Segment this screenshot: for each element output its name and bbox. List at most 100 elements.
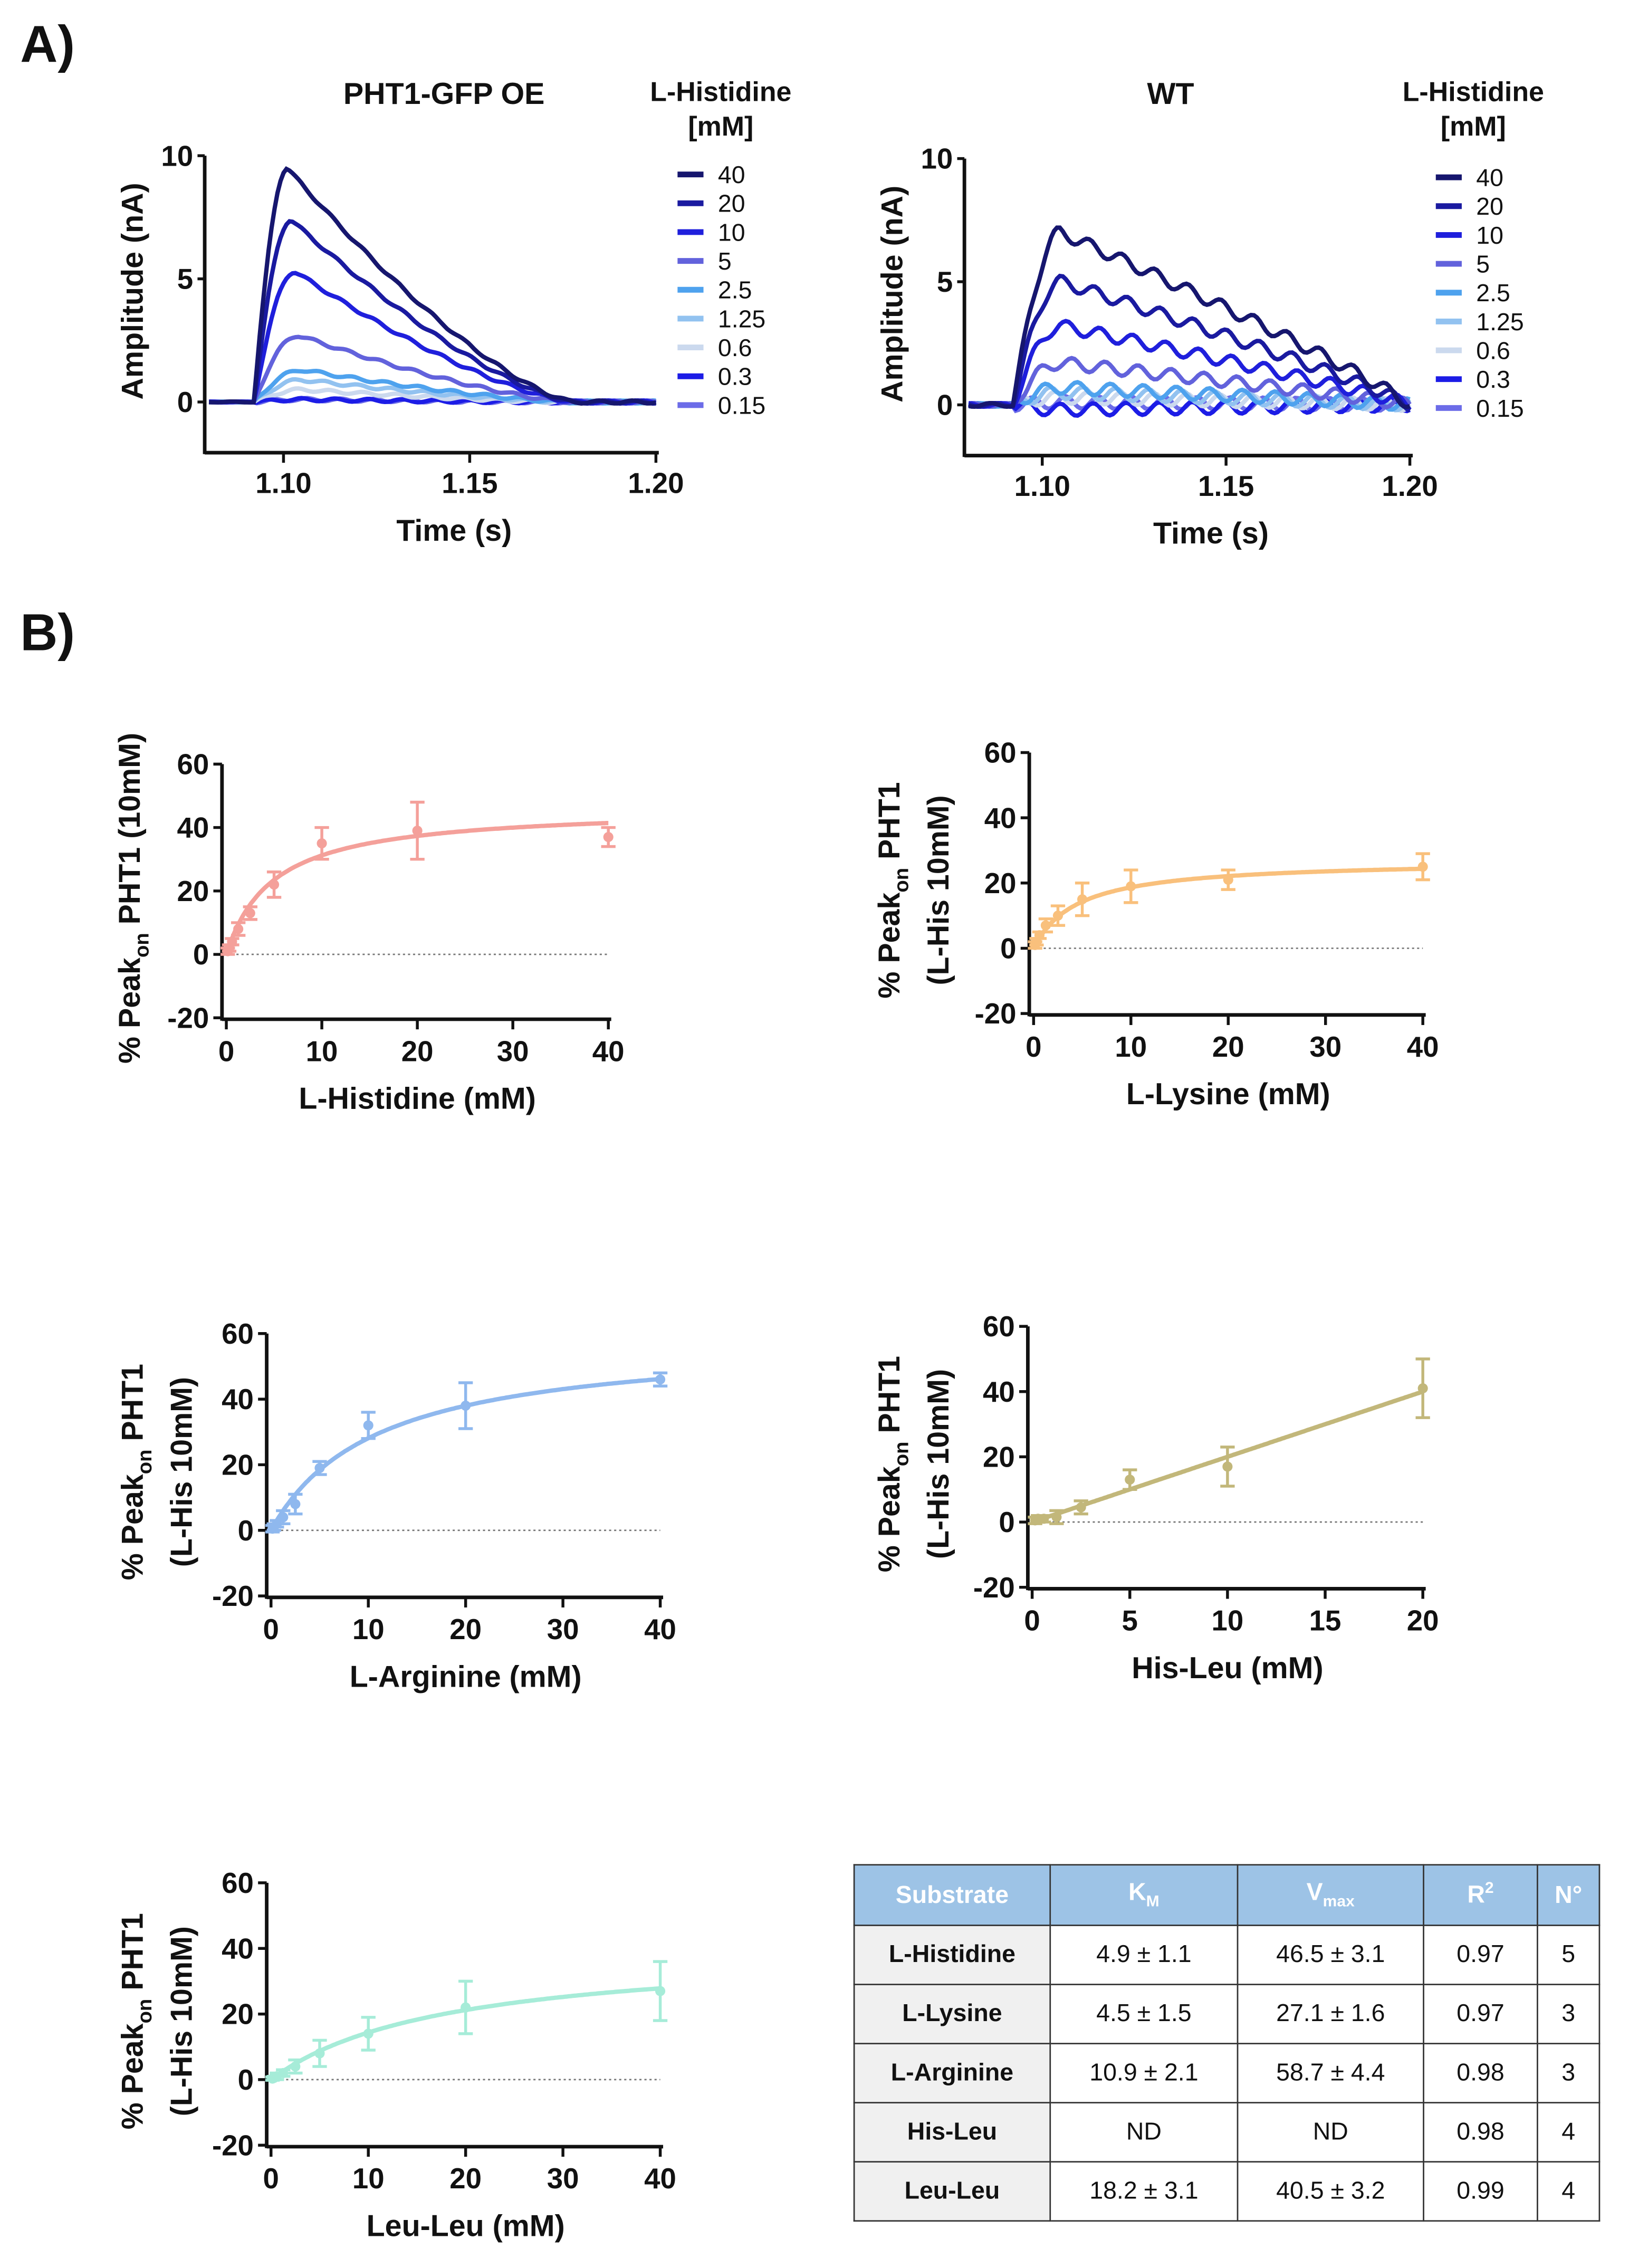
y-tick-label: 10 <box>161 140 193 172</box>
data-point <box>290 1499 301 1509</box>
data-point <box>412 826 423 836</box>
data-point <box>1222 1461 1233 1472</box>
cell-r2: 0.98 <box>1423 2102 1538 2163</box>
x-tick-label: 10 <box>1115 1031 1147 1063</box>
x-tick-label: 30 <box>547 1613 579 1645</box>
table-row: L-Arginine 10.9 ± 2.1 58.7 ± 4.4 0.98 3 <box>853 2043 1601 2104</box>
data-point <box>1051 1512 1062 1523</box>
y-axis-label-part: PHT1 <box>116 1913 150 1999</box>
x-tick-label: 1.20 <box>628 467 684 500</box>
data-point <box>1040 920 1051 931</box>
y-tick-label: 5 <box>937 266 953 298</box>
panel-label-b: B) <box>20 602 75 662</box>
data-point <box>317 838 327 849</box>
cell-vmax: 40.5 ± 3.2 <box>1237 2161 1424 2222</box>
data-point <box>278 2068 289 2079</box>
chart-4: -20 0 20 40 60 0 10 20 30 40 L-Arginine (mM) % Peak… <box>116 1318 676 1693</box>
x-tick-label: 10 <box>306 1035 338 1067</box>
x-tick-label: 20 <box>449 2162 482 2195</box>
data-point <box>461 1400 471 1411</box>
kinetics-table: Substrate KM Vmax R2 N° L-Histidine 4.9 ±… <box>853 1864 1601 2222</box>
header-km: KM <box>1049 1864 1239 1926</box>
legend-title: L-Histidine <box>650 76 791 107</box>
legend-label: 1.25 <box>718 305 765 332</box>
y-axis-label-subscript: on <box>890 868 913 893</box>
trace-10mM <box>968 319 1412 412</box>
data-point <box>1223 875 1233 885</box>
legend-label: 40 <box>1476 164 1503 192</box>
x-tick-label: 30 <box>1309 1031 1341 1063</box>
y-axis-label-part: (L-His 10mM) <box>165 1926 198 2116</box>
x-tick-label: 0 <box>1024 1605 1040 1637</box>
x-tick-label: 20 <box>1212 1031 1244 1063</box>
panel-label-a: A) <box>20 14 75 74</box>
chart-3: -20 0 20 40 60 0 10 20 30 40 L-Lysine (mM) % Peakon… <box>873 737 1439 1112</box>
y-axis-label-part: PHT1 <box>873 1356 906 1442</box>
legend-label: 1.25 <box>1476 308 1523 336</box>
legend-label: 0.3 <box>1476 366 1510 393</box>
data-point <box>290 2061 301 2072</box>
x-tick-label: 30 <box>497 1035 529 1067</box>
chart-2: -20 0 20 40 60 0 10 20 30 40 L-Histidine (mM) % Pea… <box>113 733 625 1116</box>
y-tick-label: 0 <box>937 389 953 422</box>
x-tick-label: 20 <box>449 1613 482 1645</box>
x-tick-label: 20 <box>401 1035 434 1067</box>
data-point <box>233 924 244 934</box>
x-tick-label: 5 <box>1122 1605 1138 1637</box>
cell-r2: 0.97 <box>1423 1925 1538 1985</box>
y-axis-label-subscript: on <box>890 1442 913 1467</box>
y-tick-label: 0 <box>238 1515 254 1547</box>
y-tick-label: 60 <box>983 1310 1015 1343</box>
y-tick-label: 0 <box>1000 933 1016 965</box>
data-point <box>1052 911 1063 921</box>
cell-r2: 0.99 <box>1423 2161 1538 2222</box>
y-axis-label: (L-His 10mM) <box>922 1369 955 1559</box>
data-point <box>245 908 255 918</box>
data-point <box>603 832 614 843</box>
x-axis-label: Time (s) <box>1153 516 1269 550</box>
chart-5: -20 0 20 40 60 0 5 10 15 20 His-Leu (mM) % Peakon P… <box>873 1310 1439 1685</box>
y-tick-label: 20 <box>984 867 1017 899</box>
data-point <box>278 1512 289 1523</box>
y-tick-label: 40 <box>983 1376 1015 1408</box>
data-point <box>461 2002 471 2013</box>
data-point <box>655 1374 666 1385</box>
y-axis-label-part: PHT1 <box>873 782 906 868</box>
legend-label: 0.6 <box>718 334 752 361</box>
x-axis-label: Leu-Leu (mM) <box>367 2209 565 2243</box>
cell-vmax: 27.1 ± 1.6 <box>1237 1984 1424 2044</box>
x-tick-label: 1.10 <box>1014 470 1070 502</box>
cell-vmax: ND <box>1237 2102 1424 2163</box>
y-axis-label: % Peakon PHT1 <box>873 1356 913 1572</box>
x-axis-label: Time (s) <box>396 514 512 548</box>
y-tick-label: 40 <box>984 802 1017 834</box>
x-tick-label: 30 <box>547 2162 579 2195</box>
data-point <box>314 2048 325 2059</box>
cell-n: 4 <box>1537 2102 1601 2163</box>
y-tick-label: 60 <box>984 737 1017 769</box>
y-tick-label: -20 <box>975 998 1017 1030</box>
x-axis-label: L-Arginine (mM) <box>350 1660 582 1693</box>
y-axis-label-part: (L-His 10mM) <box>165 1377 198 1567</box>
trace-40mM <box>968 225 1411 409</box>
y-axis-label-subscript: on <box>130 933 153 958</box>
x-tick-label: 0 <box>263 1613 279 1645</box>
trace-20mM <box>968 273 1411 413</box>
cell-n: 3 <box>1537 1984 1601 2044</box>
cell-km: ND <box>1049 2102 1239 2163</box>
y-axis-label: (L-His 10mM) <box>165 1377 198 1567</box>
y-axis-label-part: % Peak <box>116 2023 150 2129</box>
data-point <box>655 1986 666 1996</box>
y-axis-label: % Peakon PHT1 <box>116 1913 156 2129</box>
cell-n: 5 <box>1537 1925 1601 1985</box>
x-tick-label: 1.15 <box>1198 470 1254 502</box>
y-tick-label: 10 <box>921 143 953 175</box>
y-axis-label: % Peakon PHT1 (10mM) <box>113 733 153 1064</box>
table-row: His-Leu ND ND 0.98 4 <box>853 2102 1601 2163</box>
x-tick-label: 0 <box>1026 1031 1041 1063</box>
y-axis-label: % Peakon PHT1 <box>116 1364 156 1580</box>
